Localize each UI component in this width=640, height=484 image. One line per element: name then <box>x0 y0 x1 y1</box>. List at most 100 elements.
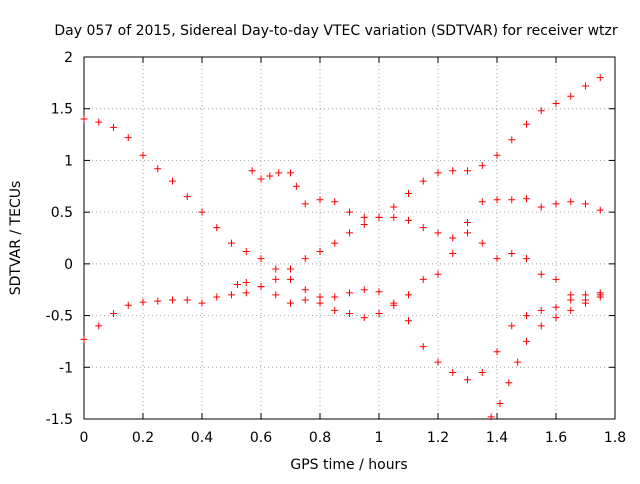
data-point-marker <box>537 107 545 115</box>
data-point-marker <box>213 224 221 232</box>
data-point-marker <box>434 229 442 237</box>
data-point-marker <box>478 198 486 206</box>
y-tick-label: 0.5 <box>51 205 73 221</box>
data-point-marker <box>183 193 191 201</box>
data-point-marker <box>331 306 339 314</box>
data-point-marker <box>537 322 545 330</box>
data-point-marker <box>80 335 88 343</box>
data-point-marker <box>287 299 294 307</box>
x-tick-label: 0.4 <box>191 430 213 446</box>
data-point-marker <box>360 314 368 322</box>
data-point-marker <box>110 123 117 131</box>
data-point-marker <box>257 283 265 291</box>
x-tick-label: 0.8 <box>309 430 331 446</box>
data-point-marker <box>596 293 604 301</box>
x-tick-labels: 0 0.2 0.4 0.6 0.8 1 1.2 1.4 1.6 1.8 <box>80 430 627 446</box>
x-tick-label: 0.2 <box>132 430 154 446</box>
data-point-marker <box>582 200 589 208</box>
data-point-marker <box>419 177 427 185</box>
data-point-marker <box>375 310 383 318</box>
data-point-marker <box>434 169 442 177</box>
data-point-marker <box>537 306 545 314</box>
data-point-marker <box>301 286 309 294</box>
data-point-marker <box>346 310 353 318</box>
data-point-marker <box>390 299 398 307</box>
data-point-marker <box>537 270 545 278</box>
data-point-marker <box>505 379 513 387</box>
y-tick-label: 1 <box>64 153 73 169</box>
data-point-marker <box>272 291 280 299</box>
data-point-marker <box>464 229 471 237</box>
data-point-marker <box>508 250 516 258</box>
data-point-marker <box>301 200 309 208</box>
data-point-marker <box>266 172 274 180</box>
data-point-marker <box>508 136 516 144</box>
y-tick-label: 1.5 <box>51 102 73 118</box>
data-point-marker <box>552 200 560 208</box>
data-point-marker <box>567 306 575 314</box>
data-point-marker <box>183 296 191 304</box>
x-tick-label: 1 <box>375 430 384 446</box>
data-point-marker <box>95 118 103 126</box>
data-point-marker <box>154 165 162 173</box>
data-point-marker <box>390 213 398 221</box>
data-point-marker <box>95 322 103 330</box>
data-point-marker <box>346 289 353 297</box>
data-point-marker <box>552 303 560 311</box>
data-point-marker <box>198 299 206 307</box>
data-point-marker <box>139 298 147 306</box>
x-tick-label: 1.2 <box>427 430 449 446</box>
data-point-marker <box>523 312 530 320</box>
data-point-marker <box>596 74 604 82</box>
data-point-marker <box>434 270 442 278</box>
data-point-marker <box>493 196 501 204</box>
x-tick-label: 0 <box>80 430 89 446</box>
data-point-marker <box>496 399 504 407</box>
data-point-marker <box>154 297 162 305</box>
data-point-marker <box>316 247 324 255</box>
data-point-marker <box>514 358 522 366</box>
data-point-marker <box>124 301 132 309</box>
data-point-marker <box>464 376 471 384</box>
grid-lines <box>84 57 615 419</box>
data-point-marker <box>449 368 457 376</box>
data-point-marker <box>405 291 412 299</box>
data-point-marker <box>169 177 176 185</box>
data-point-marker <box>434 358 442 366</box>
data-point-marker <box>405 216 412 224</box>
data-point-marker <box>360 213 368 221</box>
data-point-marker <box>582 82 589 90</box>
data-point-marker <box>523 195 530 203</box>
data-point-marker <box>552 314 560 322</box>
data-point-marker <box>198 208 206 216</box>
data-point-marker <box>567 198 575 206</box>
data-point-marker <box>80 115 88 123</box>
data-point-marker <box>419 343 427 351</box>
data-point-marker <box>228 239 235 247</box>
data-point-marker <box>292 182 300 190</box>
data-point-marker <box>567 296 575 304</box>
data-point-marker <box>331 198 339 206</box>
data-point-marker <box>242 289 250 297</box>
data-point-marker <box>508 196 516 204</box>
data-point-marker <box>596 206 604 214</box>
data-point-marker <box>110 310 117 318</box>
data-point-marker <box>419 224 427 232</box>
data-point-marker <box>478 239 486 247</box>
x-tick-label: 1.8 <box>604 430 626 446</box>
axis-ticks <box>83 56 616 420</box>
data-point-marker <box>493 151 501 159</box>
data-point-marker <box>275 169 283 177</box>
x-tick-label: 1.4 <box>486 430 508 446</box>
data-point-marker <box>228 291 235 299</box>
data-point-marker <box>449 167 457 175</box>
data-point-marker <box>478 162 486 170</box>
data-point-marker <box>331 239 339 247</box>
y-tick-label: -0.5 <box>46 309 73 325</box>
data-point-marker <box>287 169 294 177</box>
data-point-marker <box>139 151 147 159</box>
data-point-marker <box>478 368 486 376</box>
data-point-marker <box>464 218 471 226</box>
data-point-marker <box>419 275 427 283</box>
